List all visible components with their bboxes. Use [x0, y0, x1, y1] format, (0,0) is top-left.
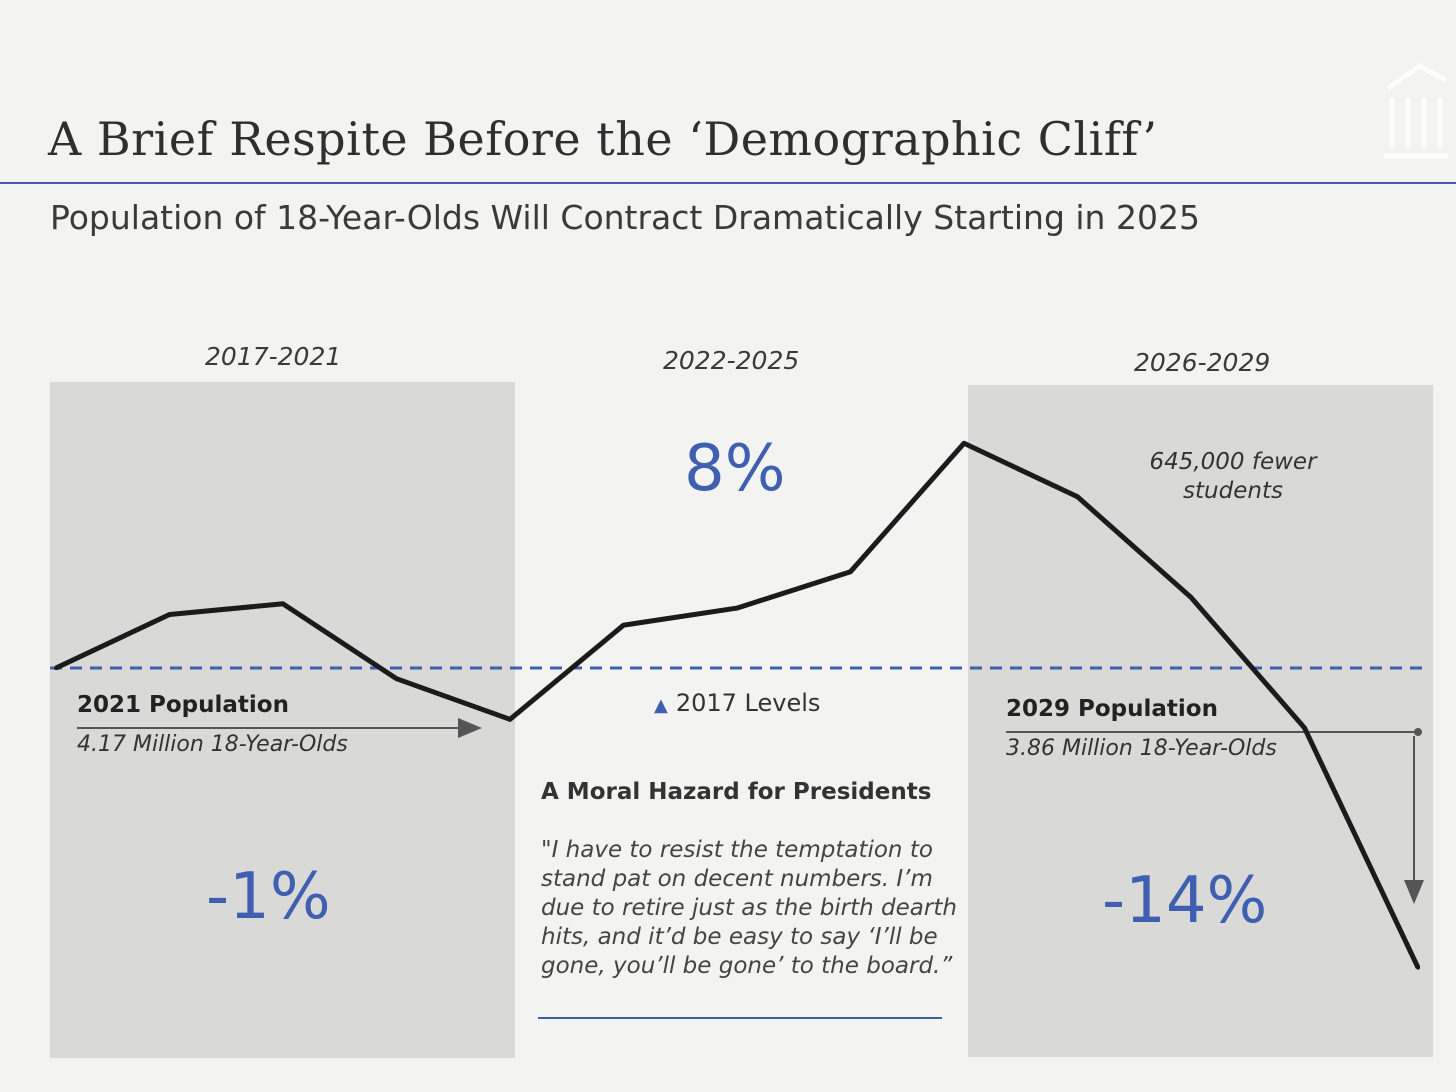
data-point-2019 [281, 601, 285, 606]
period-label-2: 2022-2025 [663, 346, 800, 375]
reference-label-text: 2017 Levels [675, 689, 821, 717]
data-point-2026 [1075, 494, 1080, 499]
data-point-2017 [54, 666, 58, 670]
callout-2021-value: 4.17 Million 18-Year-Olds [77, 732, 348, 757]
data-point-2027 [1189, 595, 1193, 600]
building-logo-icon [1384, 63, 1448, 159]
triangle-up-icon: ▲ [654, 695, 668, 716]
drop-arrow-dot [1414, 728, 1422, 736]
callout-2029-value: 3.86 Million 18-Year-Olds [1006, 736, 1277, 761]
data-point-2024 [848, 569, 853, 574]
quote-divider [538, 1017, 942, 1019]
period-change-2: 8% [684, 432, 786, 506]
period-band-2026-2029 [968, 385, 1433, 1057]
callout-2021-label: 2021 Population [77, 692, 289, 718]
period-change-3: -14% [1102, 864, 1268, 938]
callout-2029-label: 2029 Population [1006, 696, 1218, 722]
quote-text: "I have to resist the temptation to stan… [541, 837, 957, 979]
data-point-2022 [621, 623, 626, 628]
period-label-3: 2026-2029 [1134, 348, 1271, 377]
quote-title: A Moral Hazard for Presidents [541, 779, 932, 805]
data-point-2023 [735, 606, 739, 611]
data-point-2021 [508, 717, 512, 722]
data-point-2020 [394, 676, 399, 681]
reference-label: ▲ 2017 Levels [654, 689, 820, 717]
data-point-2028 [1302, 725, 1307, 730]
data-point-2029 [1416, 965, 1420, 970]
period-change-1: -1% [206, 860, 331, 934]
page-subtitle: Population of 18-Year-Olds Will Contract… [50, 198, 1200, 237]
series-group [54, 440, 1421, 970]
period-label-1: 2017-2021 [205, 342, 342, 371]
period-band-2017-2021 [50, 382, 515, 1058]
data-point-2018 [167, 612, 172, 617]
series-line [54, 440, 1421, 969]
title-divider [0, 182, 1456, 184]
data-point-2025 [962, 441, 966, 446]
drop-annotation: 645,000 fewer students [1149, 449, 1317, 504]
page-title: A Brief Respite Before the ‘Demographic … [48, 112, 1158, 166]
